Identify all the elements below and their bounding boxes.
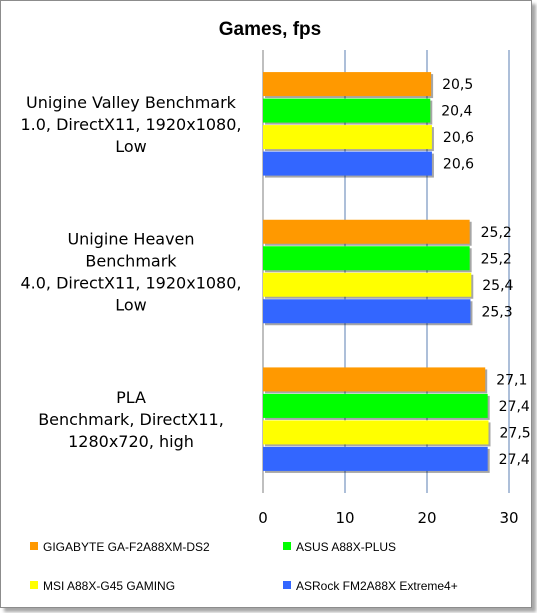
bar: [263, 151, 432, 176]
data-label: 27,4: [499, 399, 530, 415]
x-tick-label: 0: [258, 509, 268, 527]
bar: [263, 393, 488, 418]
legend-label: MSI A88X-G45 GAMING: [43, 579, 175, 593]
bar: [263, 219, 470, 244]
bar: [263, 420, 489, 445]
bar: [263, 299, 471, 324]
legend-swatch: [283, 581, 291, 589]
x-tick-label: 30: [499, 509, 518, 527]
x-tick-label: 20: [417, 509, 436, 527]
data-label: 27,5: [500, 425, 531, 441]
data-label: 25,4: [482, 278, 513, 294]
legend-swatch: [283, 542, 291, 550]
bar: [263, 246, 470, 271]
legend-label: ASRock FM2A88X Extreme4+: [296, 579, 458, 593]
chart-title: Games, fps: [219, 19, 321, 40]
bar: [263, 125, 432, 150]
data-label: 25,3: [481, 304, 512, 320]
bar: [263, 272, 472, 297]
bar: [263, 98, 431, 123]
data-label: 20,4: [441, 104, 472, 120]
legend-label: GIGABYTE GA-F2A88XM-DS2: [43, 540, 210, 554]
legend-label: ASUS A88X-PLUS: [296, 540, 396, 554]
bar: [263, 446, 488, 471]
bar: [263, 72, 432, 97]
bar: [263, 367, 486, 392]
x-tick-label: 10: [335, 509, 354, 527]
category-label: Unigine Valley Benchmark 1.0, DirectX11, …: [20, 93, 241, 156]
category-label: PLA Benchmark, DirectX11, 1280x720, high: [38, 388, 224, 451]
data-label: 20,5: [442, 77, 473, 93]
data-label: 25,2: [481, 251, 512, 267]
category-label: Unigine Heaven Benchmark 4.0, DirectX11, 1…: [20, 230, 241, 315]
data-label: 20,6: [443, 157, 474, 173]
data-label: 27,1: [496, 372, 527, 388]
legend-swatch: [30, 581, 38, 589]
data-label: 27,4: [499, 452, 530, 468]
legend-swatch: [30, 542, 38, 550]
data-label: 20,6: [443, 130, 474, 146]
data-label: 25,2: [481, 225, 512, 241]
